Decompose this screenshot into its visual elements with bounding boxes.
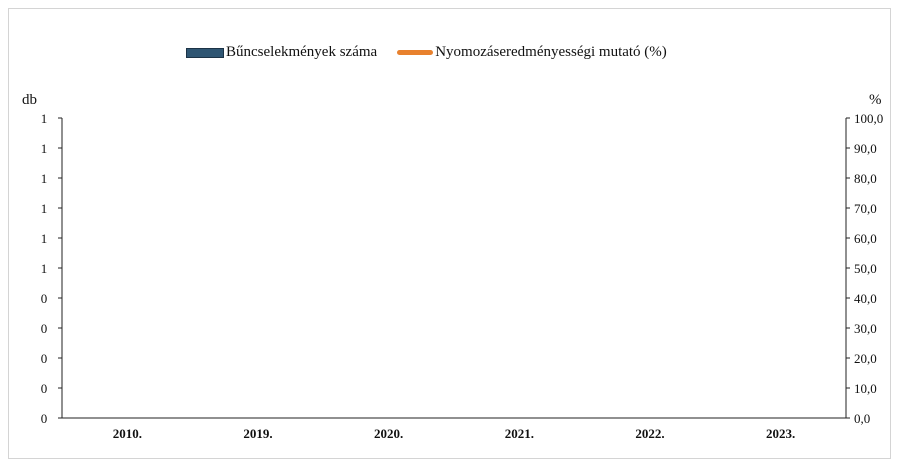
- legend-label-line-series: Nyomozáseredményességi mutató (%): [435, 44, 667, 60]
- right-axis-unit-label: %: [869, 92, 882, 108]
- x-tick-label: 2022.: [635, 426, 664, 441]
- y-left-tick-label: 1: [41, 231, 48, 246]
- y-right-tick-label: 100,0: [854, 111, 883, 126]
- x-tick-label: 2021.: [505, 426, 534, 441]
- y-right-tick-label: 70,0: [854, 201, 877, 216]
- y-left-tick-label: 0: [41, 321, 48, 336]
- y-left-tick-label: 0: [41, 381, 48, 396]
- x-tick-label: 2023.: [766, 426, 795, 441]
- legend-swatch-line: [397, 50, 434, 55]
- y-right-tick-label: 50,0: [854, 261, 877, 276]
- y-left-tick-label: 1: [41, 111, 48, 126]
- y-right-tick-label: 80,0: [854, 171, 877, 186]
- y-left-tick-label: 1: [41, 261, 48, 276]
- x-tick-label: 2010.: [113, 426, 142, 441]
- legend-item-bar-series: Bűncselekmények száma: [186, 44, 377, 61]
- legend-item-line-series: Nyomozáseredményességi mutató (%): [397, 44, 667, 61]
- y-left-tick-label: 0: [41, 351, 48, 366]
- plot-layer: 000001111110,010,020,030,040,050,060,070…: [41, 111, 884, 441]
- legend: Bűncselekmények száma Nyomozáseredményes…: [186, 44, 667, 61]
- y-left-tick-label: 1: [41, 201, 48, 216]
- y-left-tick-label: 1: [41, 171, 48, 186]
- y-left-tick-label: 0: [41, 291, 48, 306]
- y-right-tick-label: 40,0: [854, 291, 877, 306]
- x-tick-label: 2019.: [243, 426, 272, 441]
- x-tick-label: 2020.: [374, 426, 403, 441]
- y-left-tick-label: 1: [41, 141, 48, 156]
- y-right-tick-label: 0,0: [854, 411, 870, 426]
- legend-label-bar-series: Bűncselekmények száma: [226, 44, 378, 60]
- left-axis-unit-label: db: [22, 92, 37, 108]
- y-right-tick-label: 10,0: [854, 381, 877, 396]
- y-right-tick-label: 90,0: [854, 141, 877, 156]
- y-left-tick-label: 0: [41, 411, 48, 426]
- y-right-tick-label: 30,0: [854, 321, 877, 336]
- legend-swatch-bar: [186, 47, 224, 58]
- outer-border: [8, 8, 891, 459]
- y-right-tick-label: 60,0: [854, 231, 877, 246]
- y-right-tick-label: 20,0: [854, 351, 877, 366]
